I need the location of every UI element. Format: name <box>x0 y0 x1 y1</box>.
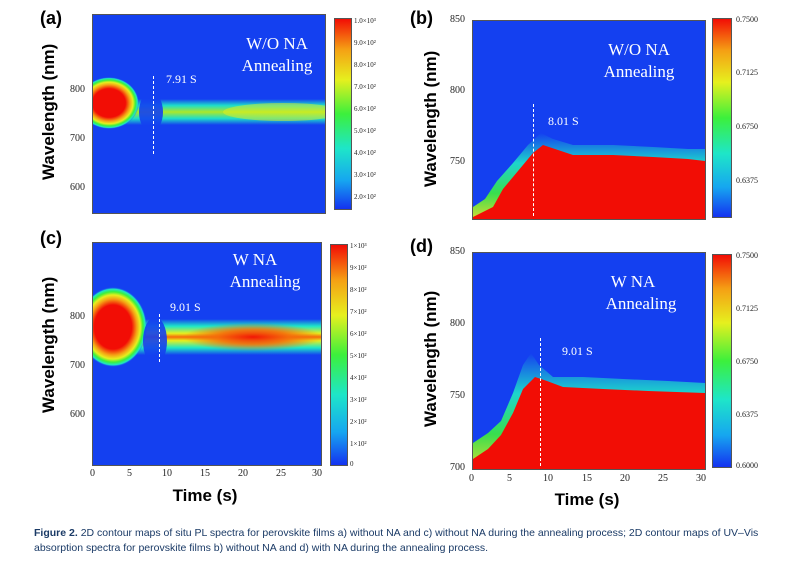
panel-c-plot <box>92 242 322 466</box>
panel-a-cb-tick-1: 9.0×10² <box>354 39 376 47</box>
panel-c-ytick-800: 800 <box>70 311 85 322</box>
panel-c-ylabel: Wavelength (nm) <box>39 276 58 413</box>
panel-d-cb-tick-1: 0.7125 <box>736 304 758 313</box>
panel-c-label-line2: Annealing <box>229 272 301 291</box>
figure-caption-text: 2D contour maps of situ PL spectra for p… <box>34 527 759 554</box>
panel-d-ytick-700: 700 <box>450 462 465 473</box>
panel-d-xtick-15: 15 <box>582 473 592 484</box>
panel-a-cb-tick-0: 1.0×10³ <box>354 17 376 25</box>
panel-d-colorbar <box>712 254 732 468</box>
panel-c-cb-tick-6: 4×10² <box>350 374 367 382</box>
panel-b-cb-tick-0: 0.7500 <box>736 15 758 24</box>
panel-d-ytick-850: 850 <box>450 246 465 257</box>
panel-d-xtick-25: 25 <box>658 473 668 484</box>
panel-d-ytick-800: 800 <box>450 318 465 329</box>
panel-a-cb-tick-2: 8.0×10² <box>354 61 376 69</box>
panel-c-cb-tick-4: 6×10² <box>350 330 367 338</box>
panel-a-ytick-600: 600 <box>70 182 85 193</box>
panel-a-plot <box>92 14 326 214</box>
panel-c-xtick-25: 25 <box>276 468 286 479</box>
panel-b-cb-tick-3: 0.6375 <box>736 176 758 185</box>
panel-c-xtick-5: 5 <box>127 468 132 479</box>
panel-a-cb-tick-7: 3.0×10² <box>354 171 376 179</box>
panel-c-xtick-20: 20 <box>238 468 248 479</box>
panel-d-cb-tick-0: 0.7500 <box>736 251 758 260</box>
panel-c-cb-tick-9: 1×10² <box>350 440 367 448</box>
panel-d-label-line1: W NA <box>610 272 656 291</box>
panel-c-letter: (c) <box>40 228 62 248</box>
panel-c-xtick-10: 10 <box>162 468 172 479</box>
panel-d-ytick-750: 750 <box>450 390 465 401</box>
panel-d-xtick-30: 30 <box>696 473 706 484</box>
panel-d-cb-tick-2: 0.6750 <box>736 357 758 366</box>
panel-c-ytick-700: 700 <box>70 360 85 371</box>
panel-d-letter: (d) <box>410 236 433 256</box>
panel-a-ytick-800: 800 <box>70 84 85 95</box>
panel-b-marker-line <box>533 104 534 216</box>
panel-b-cb-tick-2: 0.6750 <box>736 122 758 131</box>
panel-c-cb-tick-1: 9×10² <box>350 264 367 272</box>
panel-c-xtick-0: 0 <box>90 468 95 479</box>
panel-b-ytick-850: 850 <box>450 14 465 25</box>
panel-a-marker-label: 7.91 S <box>166 72 197 86</box>
panel-b-marker-label: 8.01 S <box>548 114 579 128</box>
panel-b-label-line2: Annealing <box>603 62 675 81</box>
panel-b-ytick-800: 800 <box>450 85 465 96</box>
panel-a-colorbar <box>334 18 352 210</box>
panel-c-cb-tick-10: 0 <box>350 460 354 468</box>
panel-c-marker-line <box>159 314 160 362</box>
panel-a-letter: (a) <box>40 8 62 28</box>
panel-a-cb-tick-5: 5.0×10² <box>354 127 376 135</box>
panel-a-label-line1: W/O NA <box>246 34 308 53</box>
panel-c-xlabel: Time (s) <box>172 486 238 505</box>
panel-c-ytick-600: 600 <box>70 409 85 420</box>
panel-c-cb-tick-3: 7×10² <box>350 308 367 316</box>
panel-c-colorbar <box>330 244 348 466</box>
panel-d-marker-label: 9.01 S <box>562 344 593 358</box>
panel-c-label-line1: W NA <box>232 250 278 269</box>
panel-a-cb-tick-8: 2.0×10² <box>354 193 376 201</box>
panel-a-label-line2: Annealing <box>241 56 313 75</box>
panel-b-letter: (b) <box>410 8 433 28</box>
figure-caption-label: Figure 2. <box>34 527 78 539</box>
panel-c-xtick-30: 30 <box>312 468 322 479</box>
figure-caption: Figure 2. 2D contour maps of situ PL spe… <box>34 526 770 556</box>
panel-d-xtick-5: 5 <box>507 473 512 484</box>
panel-d-xtick-20: 20 <box>620 473 630 484</box>
panel-c-cb-tick-5: 5×10² <box>350 352 367 360</box>
panel-d-cb-tick-4: 0.6000 <box>736 461 758 470</box>
panel-c-cb-tick-8: 2×10² <box>350 418 367 426</box>
panel-d-xtick-0: 0 <box>469 473 474 484</box>
panel-d-ylabel: Wavelength (nm) <box>421 290 440 427</box>
panel-c-cb-tick-2: 8×10² <box>350 286 367 294</box>
panel-a-ytick-700: 700 <box>70 133 85 144</box>
panel-d-cb-tick-3: 0.6375 <box>736 410 758 419</box>
panel-b-ytick-750: 750 <box>450 156 465 167</box>
panel-b-label-line1: W/O NA <box>608 40 670 59</box>
panel-b-colorbar <box>712 18 732 218</box>
panel-d-plot <box>472 252 706 470</box>
panel-c-marker-label: 9.01 S <box>170 300 201 314</box>
panel-d-label-line2: Annealing <box>605 294 677 313</box>
panel-a-cb-tick-4: 6.0×10² <box>354 105 376 113</box>
panel-a-ylabel: Wavelength (nm) <box>39 43 58 180</box>
panel-c-xtick-15: 15 <box>200 468 210 479</box>
panel-a-marker-line <box>153 76 154 154</box>
panel-b-cb-tick-1: 0.7125 <box>736 68 758 77</box>
panel-a-cb-tick-3: 7.0×10² <box>354 83 376 91</box>
panel-d-marker-line <box>540 338 541 466</box>
panel-b-plot <box>472 20 706 220</box>
panel-d-xtick-10: 10 <box>543 473 553 484</box>
panel-c-cb-tick-7: 3×10² <box>350 396 367 404</box>
panel-d-xlabel: Time (s) <box>554 490 620 509</box>
panel-c-cb-tick-0: 1×10³ <box>350 242 367 250</box>
panel-a-cb-tick-6: 4.0×10² <box>354 149 376 157</box>
panel-b-ylabel: Wavelength (nm) <box>421 50 440 187</box>
